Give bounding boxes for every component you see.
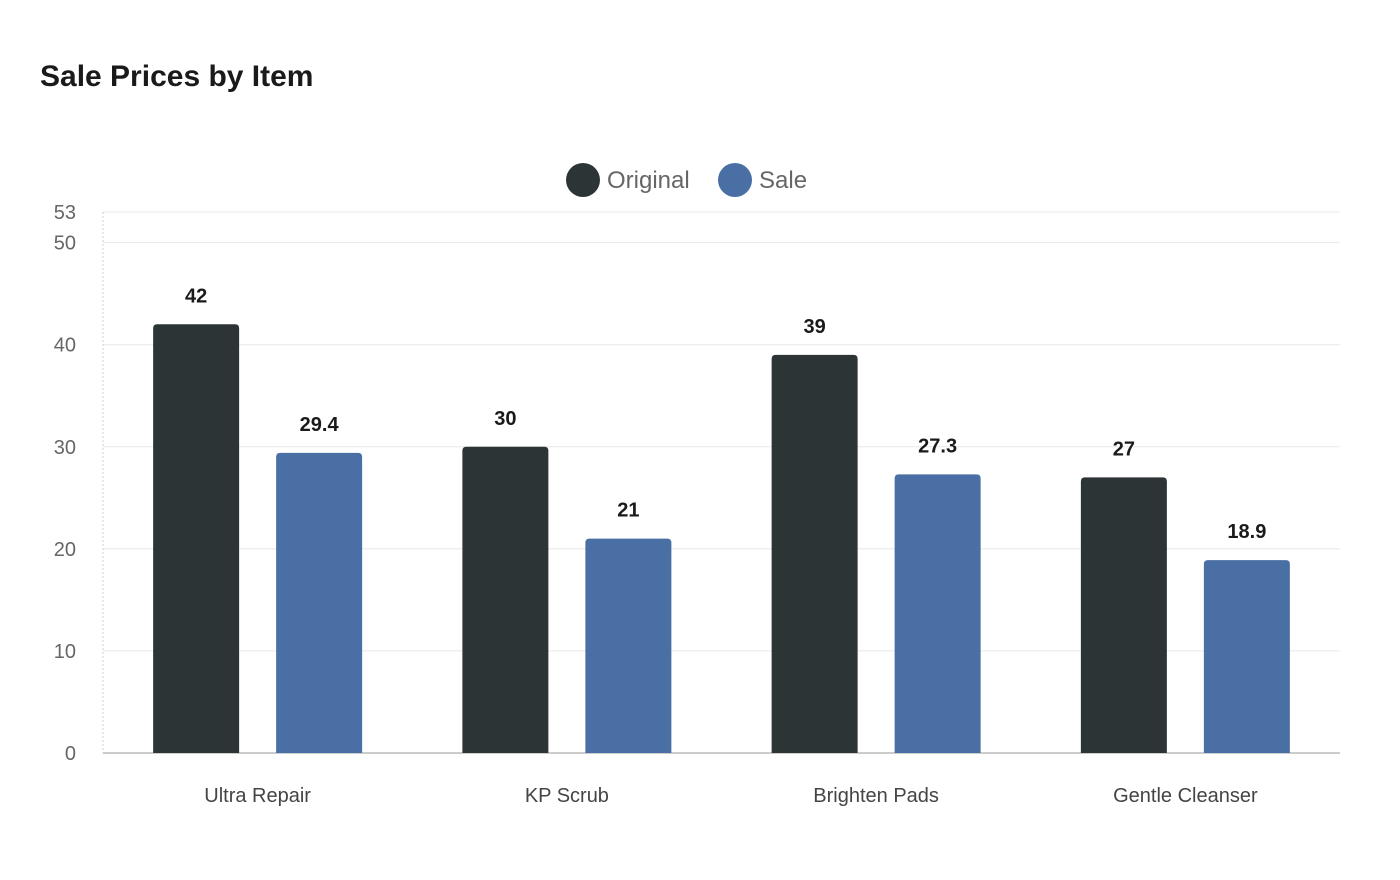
bars: [153, 324, 1290, 753]
legend[interactable]: Original Sale: [566, 163, 807, 197]
data-label: 21: [617, 500, 639, 522]
x-tick-label: Ultra Repair: [204, 785, 311, 807]
legend-label-sale[interactable]: Sale: [759, 167, 807, 194]
x-tick-label: Gentle Cleanser: [1113, 785, 1258, 807]
data-label: 27: [1113, 438, 1135, 460]
data-label: 27.3: [918, 435, 957, 457]
bar-original-3[interactable]: [771, 354, 858, 753]
y-tick-label: 0: [65, 743, 76, 765]
y-tick-label: 40: [54, 335, 76, 357]
y-tick-label: 30: [54, 437, 76, 459]
x-tick-label: Brighten Pads: [813, 785, 939, 807]
data-label: 39: [804, 316, 826, 338]
data-label: 18.9: [1227, 521, 1266, 543]
data-label: 42: [185, 285, 207, 307]
data-labels: 42 29.4 30 21 39 27.3 27 18.9: [185, 285, 1266, 543]
y-tick-label: 20: [54, 539, 76, 561]
y-tick-label: 53: [54, 202, 76, 224]
bar-sale-4[interactable]: [1203, 560, 1290, 753]
chart-title: Sale Prices by Item: [40, 60, 314, 93]
data-label: 29.4: [300, 414, 340, 436]
bar-sale-2[interactable]: [585, 538, 672, 753]
y-tick-label: 10: [54, 641, 76, 663]
bar-original-2[interactable]: [462, 446, 549, 753]
legend-label-original[interactable]: Original: [607, 167, 690, 194]
legend-swatch-sale[interactable]: [718, 163, 752, 197]
y-tick-label: 50: [54, 233, 76, 255]
legend-swatch-original[interactable]: [566, 163, 600, 197]
bar-sale-3[interactable]: [894, 474, 981, 753]
bar-sale-1[interactable]: [276, 452, 363, 753]
bar-original-4[interactable]: [1080, 477, 1167, 753]
bar-original-1[interactable]: [153, 324, 240, 753]
x-tick-label: KP Scrub: [525, 785, 609, 807]
data-label: 30: [494, 408, 516, 430]
